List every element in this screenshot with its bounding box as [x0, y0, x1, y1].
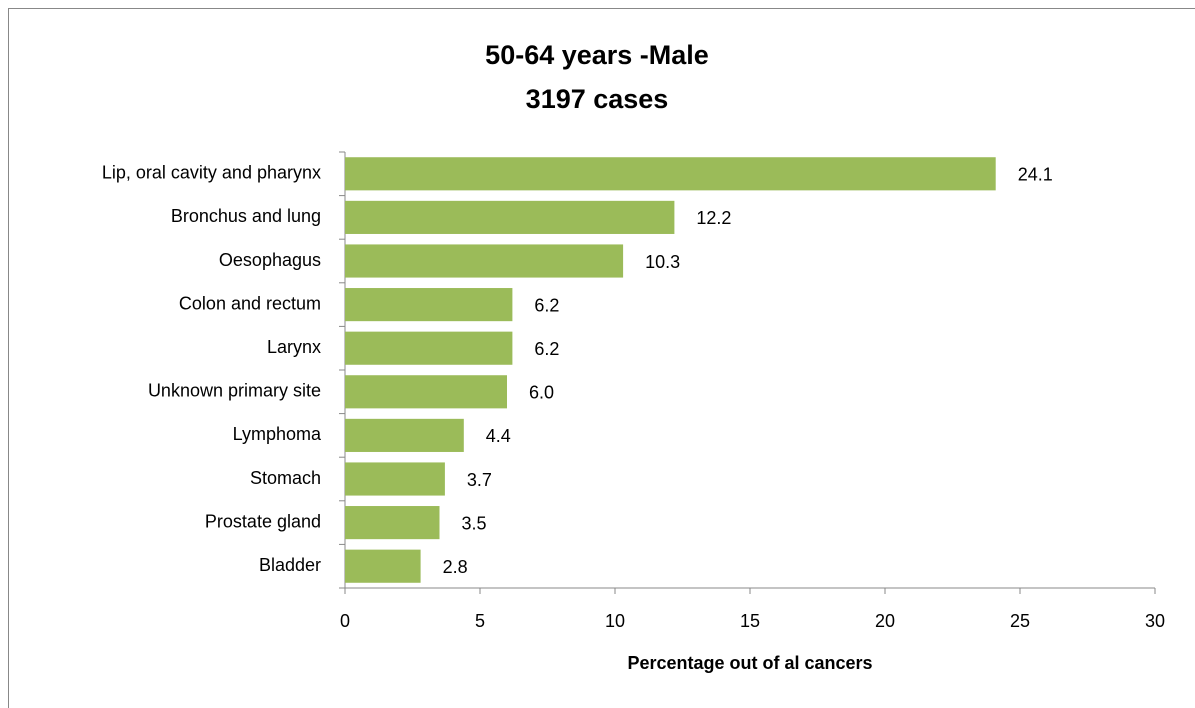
x-tick-label: 5	[475, 611, 485, 631]
bar	[345, 331, 513, 365]
y-tick-label: Lip, oral cavity and pharynx	[102, 163, 321, 183]
y-tick-label: Prostate gland	[205, 511, 321, 531]
data-label: 4.4	[486, 426, 511, 446]
bar	[345, 157, 996, 191]
x-tick-label: 0	[340, 611, 350, 631]
data-label: 12.2	[696, 208, 731, 228]
y-tick-label: Lymphoma	[233, 424, 322, 444]
x-tick-label: 15	[740, 611, 760, 631]
bar	[345, 288, 513, 322]
x-tick-label: 20	[875, 611, 895, 631]
y-tick-label: Unknown primary site	[148, 381, 321, 401]
bar	[345, 375, 507, 409]
y-tick-label: Stomach	[250, 468, 321, 488]
chart-title: 50-64 years -Male	[485, 40, 709, 70]
data-label: 3.7	[467, 470, 492, 490]
data-label: 24.1	[1018, 165, 1053, 185]
data-label: 6.2	[534, 339, 559, 359]
y-tick-label: Bronchus and lung	[171, 206, 321, 226]
y-tick-label: Colon and rectum	[179, 293, 321, 313]
y-tick-label: Bladder	[259, 555, 321, 575]
bar	[345, 244, 624, 278]
x-tick-label: 10	[605, 611, 625, 631]
data-label: 6.2	[534, 295, 559, 315]
chart-border	[8, 8, 1195, 708]
data-label: 10.3	[645, 252, 680, 272]
x-tick-label: 25	[1010, 611, 1030, 631]
data-label: 6.0	[529, 383, 554, 403]
bar	[345, 549, 421, 583]
data-label: 2.8	[443, 557, 468, 577]
bar	[345, 462, 445, 496]
data-label: 3.5	[462, 513, 487, 533]
y-tick-label: Larynx	[267, 337, 321, 357]
x-axis-label: Percentage out of al cancers	[627, 653, 872, 673]
x-tick-label: 30	[1145, 611, 1165, 631]
bar	[345, 506, 440, 540]
bar	[345, 200, 675, 234]
bar	[345, 418, 464, 452]
chart-subtitle: 3197 cases	[526, 84, 669, 114]
y-tick-label: Oesophagus	[219, 250, 321, 270]
